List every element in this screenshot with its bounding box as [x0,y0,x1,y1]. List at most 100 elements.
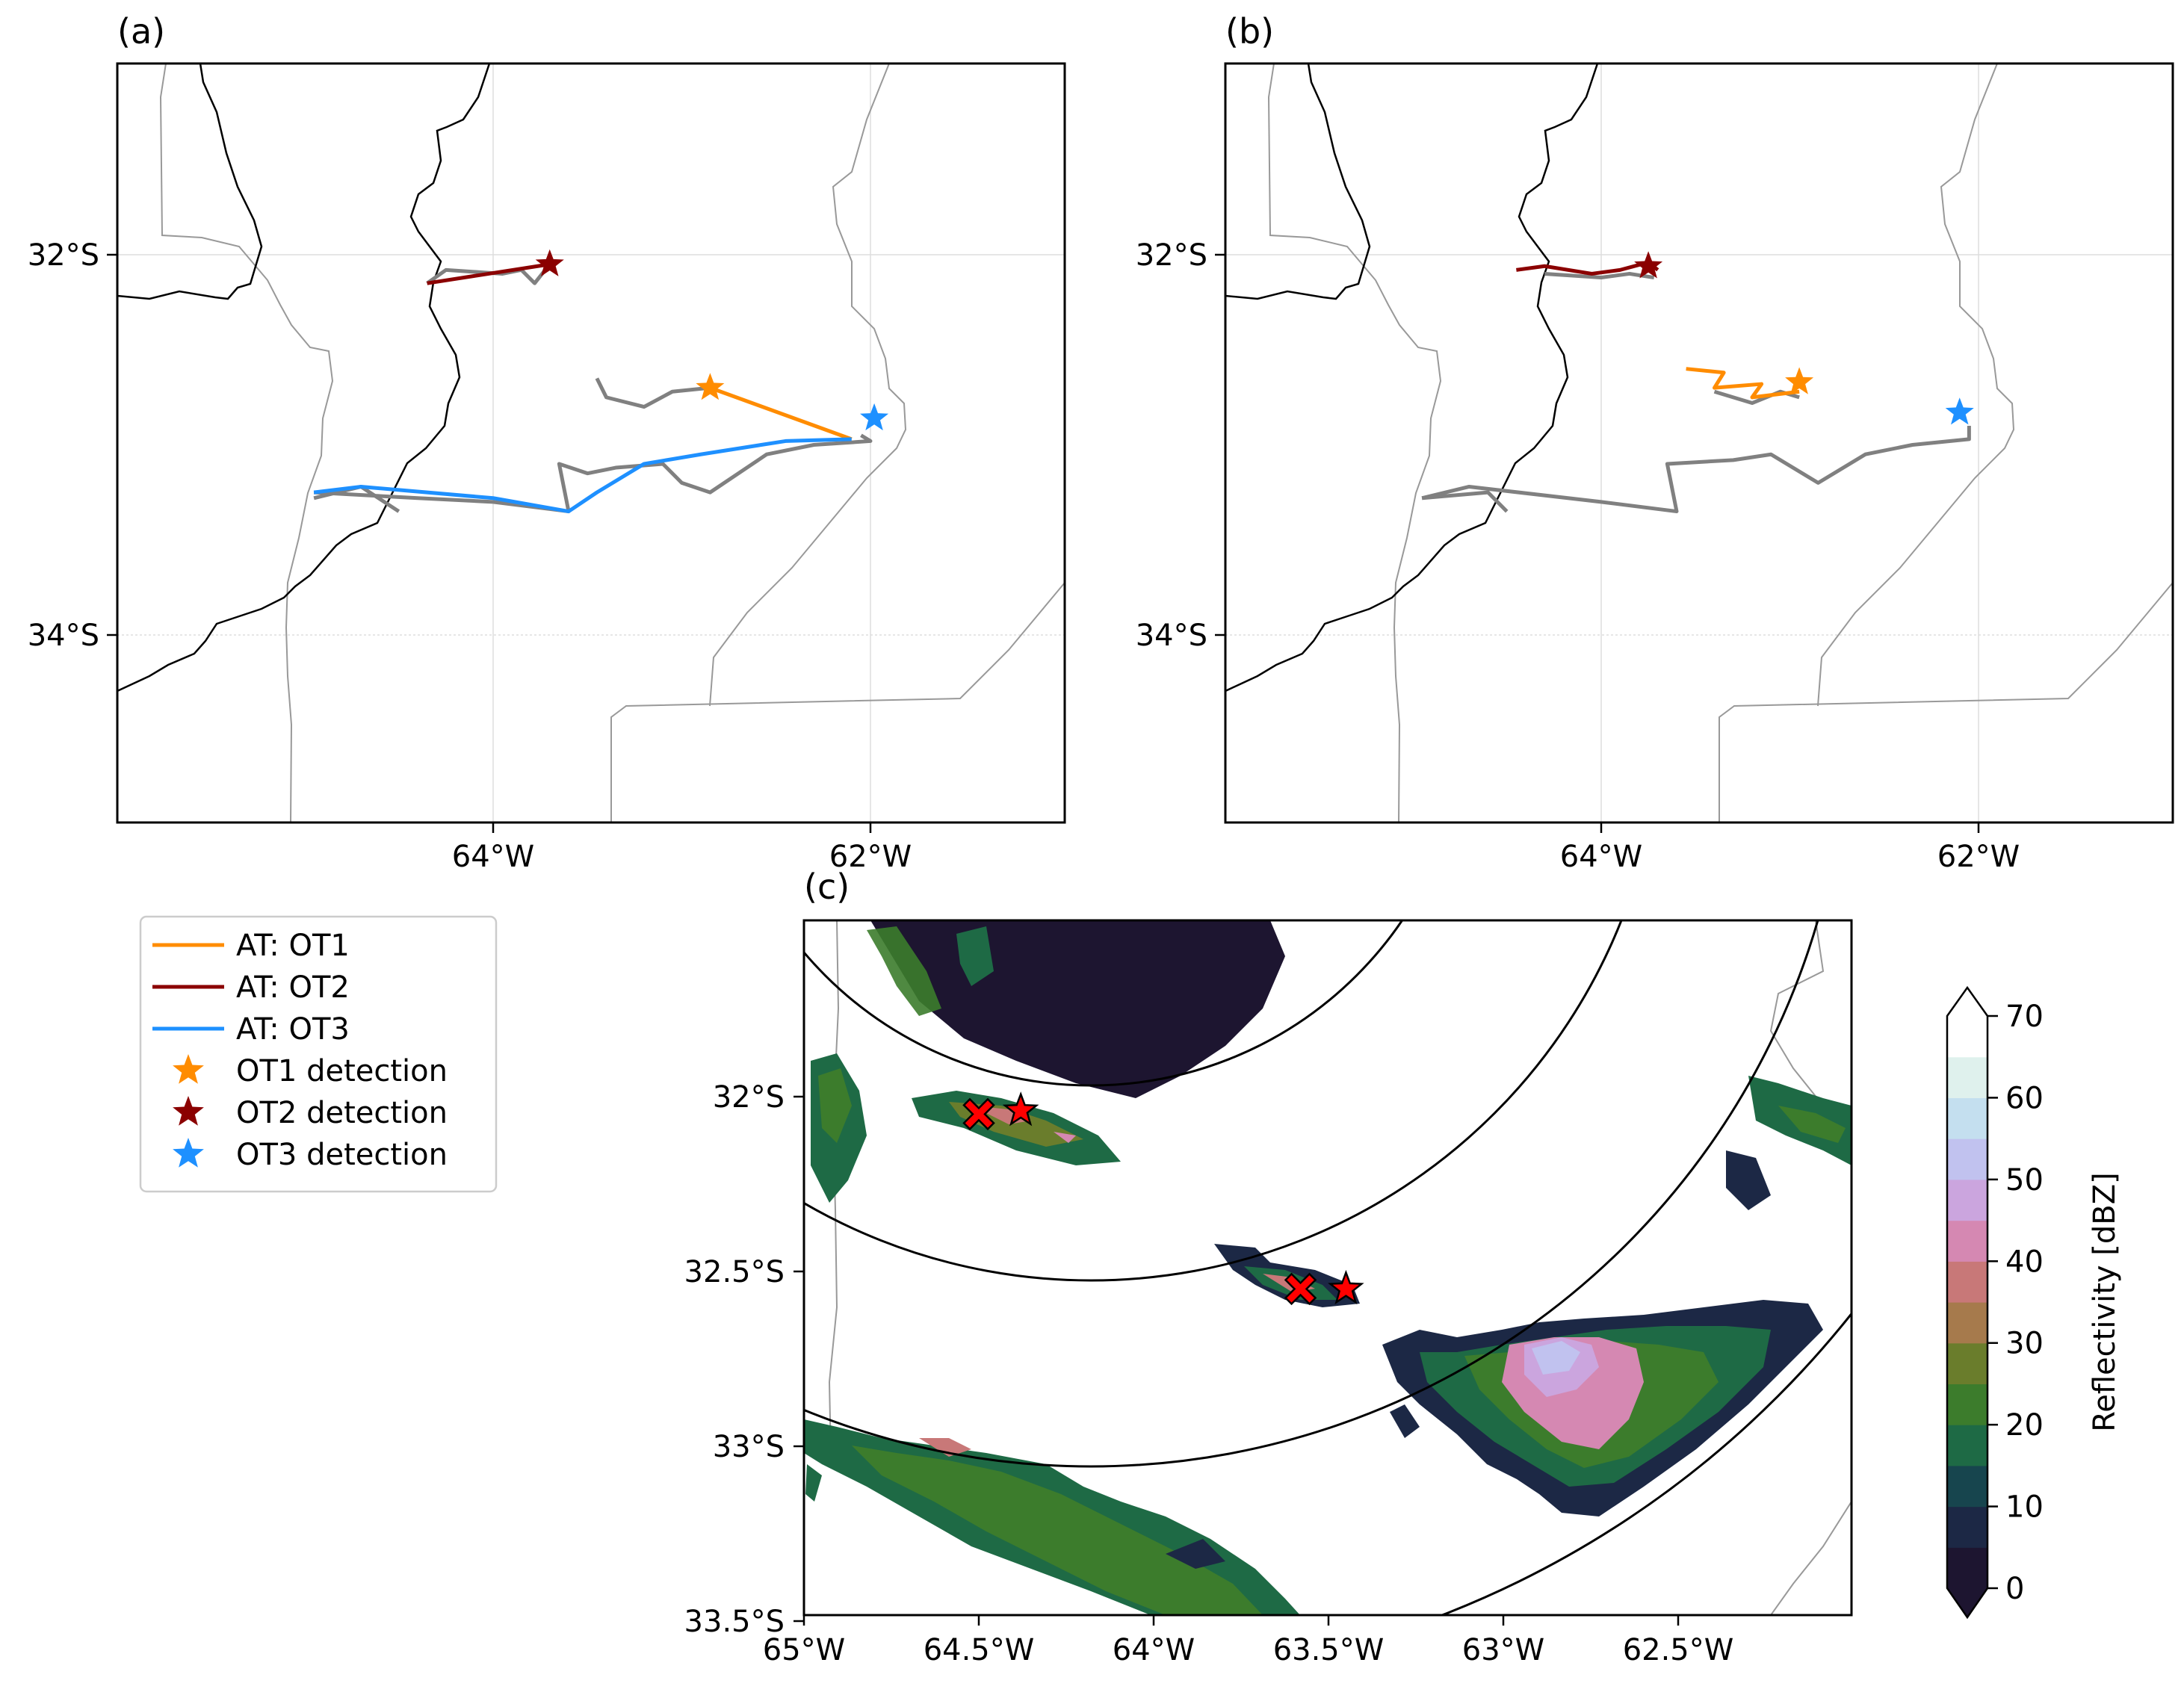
legend-star-swatch [173,1096,204,1126]
legend-entry-label: AT: OT3 [236,1012,350,1047]
panel-b-gridlines [1225,63,2173,822]
colorbar-min-extension [1947,1588,1987,1617]
panel-c-lat-tick: 33°S [713,1430,785,1464]
colorbar-tick-label: 20 [2005,1408,2044,1443]
tracked-position-x-marker [962,1097,995,1131]
panel-a-frame [116,62,1066,824]
panel-c-lat-tick: 32°S [713,1080,785,1115]
panel-c-lon-tick: 64.5°W [924,1633,1035,1667]
panel-b-lat-tick: 34°S [1136,619,1207,653]
colorbar-segment [1947,1384,1987,1425]
colorbar-segments [1947,1016,1987,1589]
panel-c-reflectivity-echoes [804,920,1852,1615]
panel-c-lon-tick: 63°W [1462,1633,1544,1667]
detection-star [696,373,725,400]
colorbar-segment [1947,1465,1987,1508]
panel-c-markers [962,1091,1364,1306]
colorbar: 0 10 20 30 40 50 60 70 Reflectivity [dBZ] [1946,985,2122,1620]
panel-a-province-boundaries [159,63,1065,822]
panel-b-province-boundaries [1267,63,2173,822]
panel-b-detection-stars [1634,251,1974,425]
panel-a-label: (a) [117,11,165,52]
colorbar-max-extension [1947,988,1987,1016]
panel-a-ticks [107,253,872,833]
panel-b-coastline [1225,63,1599,693]
colorbar-tick-label: 40 [2005,1245,2044,1279]
track-line [709,385,853,442]
panel-a-map: (a) 64°W 62°W 32 [28,11,1066,874]
gray-track-line [313,433,873,514]
panel-a-coastline [117,63,491,693]
panel-c-ticks: 65°W 64.5°W 64°W 63.5°W 63°W 62.5°W 32°S 32.5°S… [684,1080,1734,1667]
legend-box [139,915,498,1193]
panel-a-lat-tick: 34°S [28,619,99,653]
panel-c-lon-tick: 65°W [763,1633,845,1667]
detection-star [1945,397,1974,425]
colorbar-segment [1947,1138,1987,1180]
panel-c-radar: (c) [684,867,1853,1667]
legend: AT: OT1 AT: OT2 AT: OT3 OT1 detection OT2 de… [139,915,498,1193]
colorbar-segment [1947,1425,1987,1466]
panel-a-lon-tick: 62°W [829,840,912,874]
panel-c-lon-tick: 63.5°W [1273,1633,1385,1667]
colorbar-label: Reflectivity [dBZ] [2088,1172,2122,1432]
colorbar-segment [1947,1261,1987,1303]
tracked-position-x-marker [1284,1272,1317,1306]
colorbar-segment [1947,1220,1987,1262]
colorbar-segment [1947,1097,1987,1139]
detection-star [860,403,889,431]
panel-c-lat-tick: 32.5°S [684,1255,785,1289]
panel-a-lat-tick: 32°S [28,238,99,273]
panel-c-label: (c) [804,867,850,907]
colorbar-tick-label: 10 [2005,1490,2044,1525]
track-line [427,262,551,285]
legend-entry-label: AT: OT2 [236,970,350,1005]
panel-b-frame [1224,62,2174,824]
track-line [1686,367,1800,400]
colorbar-segment [1947,1302,1987,1344]
panel-a-tracks [313,262,853,514]
legend-star-swatch [173,1138,204,1168]
panel-c-lon-tick: 62.5°W [1623,1633,1734,1667]
legend-entry-label: OT3 detection [236,1138,448,1172]
panel-a-gridlines [117,63,1065,822]
gray-track-line [1421,426,1971,514]
colorbar-tick-label: 50 [2005,1163,2044,1198]
panel-b-map: (b) [1136,11,2174,874]
panel-a-gray-tracks [313,263,873,514]
panel-b-ticks [1215,253,1980,833]
panel-a-lon-tick: 64°W [452,840,534,874]
colorbar-tick-label: 0 [2005,1572,2024,1606]
panel-b-label: (b) [1225,11,1274,52]
legend-star-swatch [173,1054,204,1084]
legend-entry-label: OT2 detection [236,1096,448,1130]
detection-star [1634,251,1663,279]
detection-star [1328,1269,1364,1305]
colorbar-segment [1947,1056,1987,1098]
colorbar-segment [1947,1547,1987,1589]
track-line [1516,260,1659,276]
gray-track-line [1421,490,1509,513]
panel-b-lon-tick: 62°W [1937,840,2020,874]
gray-track-line [595,377,711,409]
detection-star [1785,367,1814,394]
colorbar-tick-label: 70 [2005,1000,2044,1034]
panel-b-tracks [1516,260,1800,400]
detection-star [1002,1091,1039,1127]
legend-entry-label: AT: OT1 [236,929,350,963]
panel-a-detection-stars [535,249,889,431]
colorbar-segment [1947,1506,1987,1548]
colorbar-tick-label: 60 [2005,1081,2044,1115]
detection-star [535,249,564,276]
panel-b-lon-tick: 64°W [1560,840,1642,874]
colorbar-segment [1947,1016,1987,1058]
panel-c-range-rings [804,920,1852,1615]
track-line [313,437,852,514]
panel-b-gray-tracks [1421,271,1971,514]
panel-b-lat-tick: 32°S [1136,238,1207,273]
colorbar-segment [1947,1179,1987,1221]
panel-c-lon-tick: 64°W [1113,1633,1195,1667]
colorbar-tick-label: 30 [2005,1327,2044,1361]
panel-c-lat-tick: 33.5°S [684,1605,785,1639]
